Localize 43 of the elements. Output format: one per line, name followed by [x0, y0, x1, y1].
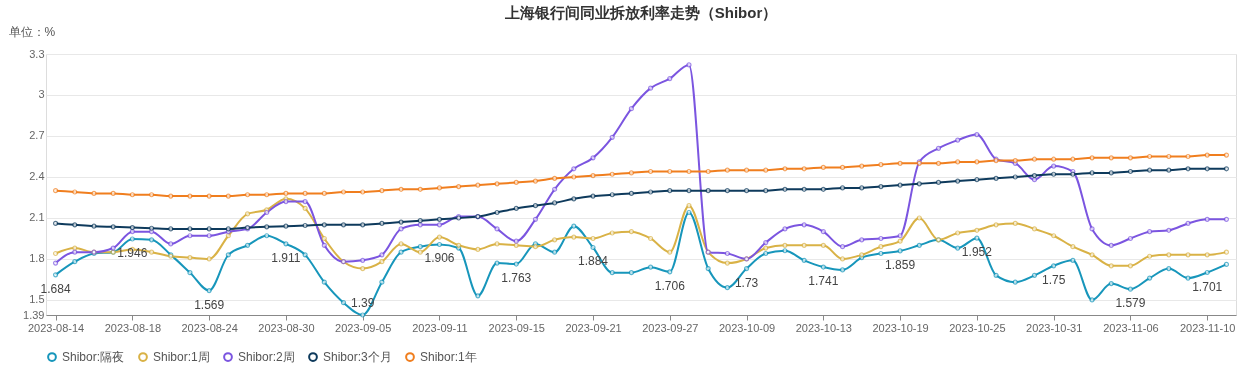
x-tick-label: 2023-08-14 [27, 321, 85, 334]
y-axis-title: 单位：% [8, 24, 56, 39]
y-tick-label: 2.4 [29, 170, 45, 183]
data-label: 1.579 [1115, 296, 1146, 311]
data-label: 1.75 [1041, 272, 1066, 287]
legend-label: Shibor:2周 [238, 350, 295, 365]
data-label: 1.763 [501, 271, 532, 286]
x-tick-label: 2023-09-05 [335, 321, 392, 334]
x-tick-label: 2023-10-25 [949, 321, 1006, 334]
data-label: 1.741 [808, 274, 839, 289]
x-tick-label: 2023-09-27 [642, 321, 699, 334]
x-tick-label: 2023-11-10 [1179, 321, 1236, 334]
x-tick-label: 2023-09-21 [565, 321, 622, 334]
x-tick-label: 2023-10-31 [1026, 321, 1083, 334]
legend-label: Shibor:1年 [420, 350, 477, 365]
data-label: 1.701 [1192, 279, 1223, 294]
x-tick-label: 2023-10-19 [872, 321, 929, 334]
y-tick-label: 3 [38, 88, 45, 101]
y-tick-label: 3.3 [29, 47, 45, 60]
y-tick-label: 1.5 [29, 293, 45, 306]
x-tick-label: 2023-09-11 [412, 321, 468, 334]
x-tick-label: 2023-10-13 [795, 321, 852, 334]
x-tick-label: 2023-08-24 [181, 321, 238, 334]
data-label: 1.684 [40, 281, 71, 296]
y-tick-label: 2.1 [29, 211, 45, 224]
data-label: 1.906 [424, 251, 455, 266]
x-tick-label: 2023-09-15 [488, 321, 545, 334]
y-tick-label: 2.7 [29, 129, 45, 142]
legend-label: Shibor:3个月 [323, 350, 392, 365]
y-tick-label: 1.39 [23, 308, 45, 321]
legend-label: Shibor:隔夜 [62, 350, 125, 365]
x-tick-label: 2023-11-06 [1103, 321, 1159, 334]
y-tick-label: 1.8 [29, 252, 45, 265]
chart-title: 上海银行间同业拆放利率走势（Shibor） [503, 4, 778, 21]
data-label: 1.706 [654, 278, 686, 293]
data-label: 1.911 [271, 250, 301, 265]
data-label: 1.569 [194, 297, 225, 312]
legend-label: Shibor:1周 [153, 350, 210, 365]
x-tick-label: 2023-08-30 [258, 321, 315, 334]
data-label: 1.859 [885, 257, 916, 272]
x-tick-label: 2023-10-09 [718, 321, 776, 334]
data-label: 1.73 [734, 275, 759, 290]
x-tick-label: 2023-08-18 [104, 321, 162, 334]
